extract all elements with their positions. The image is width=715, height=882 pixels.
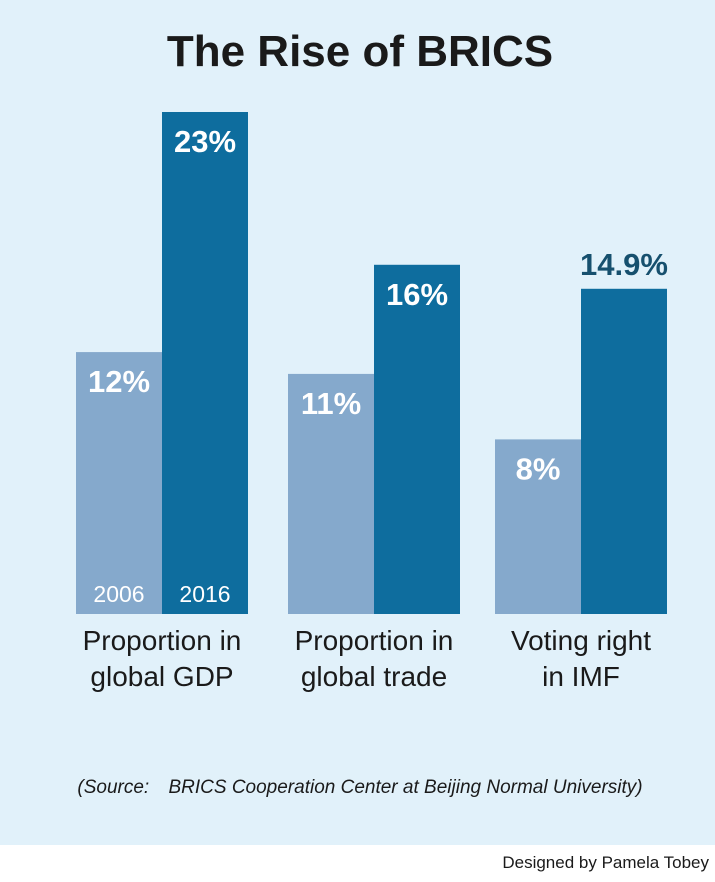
source-prefix: (Source:	[77, 777, 149, 798]
year-label-2006: 2006	[93, 581, 144, 607]
bar-chart: The Rise of BRICS 12% 2006 23% 2016 Proporti…	[76, 27, 668, 798]
category-label-2-line-0: Voting right	[511, 625, 651, 656]
category-label-1-line-1: global trade	[301, 661, 447, 692]
value-label-2006-cat-2: 8%	[516, 451, 561, 486]
source-text: BRICS Cooperation Center at Beijing Norm…	[168, 777, 642, 798]
bar-2016-cat-2	[581, 288, 667, 614]
value-label-2016-cat-2: 14.9%	[580, 247, 668, 282]
category-label-1-line-0: Proportion in	[295, 625, 454, 656]
source-note: (Source: BRICS Cooperation Center at Bei…	[77, 777, 642, 798]
bars-group	[76, 112, 667, 614]
chart-title: The Rise of BRICS	[167, 27, 553, 76]
value-label-2016-cat-0: 23%	[174, 124, 236, 159]
value-label-2006-cat-0: 12%	[88, 364, 150, 399]
labels-group: 12% 2006 23% 2016 Proportion in global GDP 11%…	[83, 124, 668, 692]
value-label-2016-cat-1: 16%	[386, 277, 448, 312]
infographic-card: The Rise of BRICS 12% 2006 23% 2016 Proporti…	[0, 0, 715, 845]
category-label-0-line-1: global GDP	[90, 661, 233, 692]
bar-2016-cat-1	[374, 264, 460, 614]
category-label-2-line-1: in IMF	[542, 661, 620, 692]
value-label-2006-cat-1: 11%	[301, 386, 361, 421]
bar-2006-cat-2	[495, 439, 581, 614]
bar-2006-cat-0	[76, 352, 162, 614]
designer-credit: Designed by Pamela Tobey	[502, 853, 709, 872]
bar-2016-cat-0	[162, 112, 248, 614]
bar-2006-cat-1	[288, 373, 374, 614]
year-label-2016: 2016	[179, 581, 230, 607]
category-label-0-line-0: Proportion in	[83, 625, 242, 656]
